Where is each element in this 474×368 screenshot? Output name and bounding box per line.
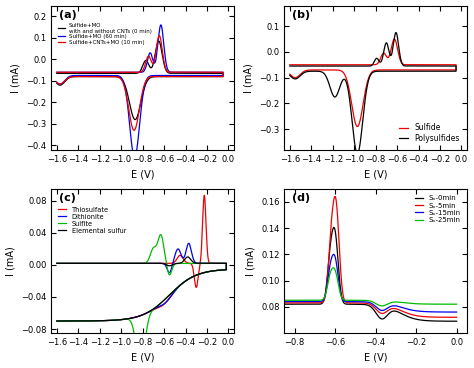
Text: (d): (d) [292,193,310,203]
Y-axis label: I (mA): I (mA) [246,246,255,276]
X-axis label: E (V): E (V) [364,353,387,362]
Legend: Sulfide+MO
with and without CNTs (0 min), Sulfide+MO (60 min), Sulfide+CNTs+MO (: Sulfide+MO with and without CNTs (0 min)… [58,23,152,45]
X-axis label: E (V): E (V) [131,169,155,179]
Legend: Thiosulfate, Dithionite, Sulfite, Elemental sulfur: Thiosulfate, Dithionite, Sulfite, Elemen… [58,206,126,234]
Text: (a): (a) [59,10,76,20]
Legend: Sulfide, Polysulfides: Sulfide, Polysulfides [396,120,463,146]
Y-axis label: I (mA): I (mA) [244,63,254,92]
Y-axis label: I (mA): I (mA) [11,63,21,92]
Y-axis label: I (mA): I (mA) [6,246,16,276]
Legend: Sₓ-0min, Sₓ-5min, Sₓ-15min, Sₓ-25min: Sₓ-0min, Sₓ-5min, Sₓ-15min, Sₓ-25min [412,192,463,226]
Text: (b): (b) [292,10,310,20]
X-axis label: E (V): E (V) [364,169,387,179]
Text: (c): (c) [59,193,76,203]
X-axis label: E (V): E (V) [131,353,155,362]
